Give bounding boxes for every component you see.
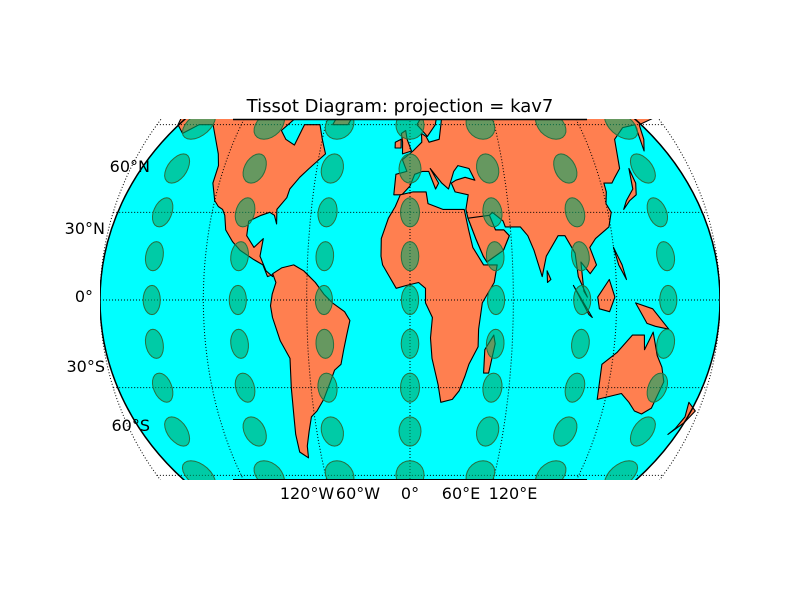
tissot-ellipse xyxy=(228,284,247,316)
tissot-ellipse xyxy=(659,284,678,316)
tissot-ellipse xyxy=(571,241,590,272)
tissot-ellipse xyxy=(320,416,344,447)
tissot-ellipse xyxy=(604,460,639,480)
tissot-ellipse xyxy=(646,197,669,228)
tissot-ellipse xyxy=(629,153,656,184)
tissot-ellipse xyxy=(142,284,161,316)
tissot-ellipse xyxy=(400,241,420,272)
tissot-ellipse xyxy=(399,372,421,403)
tissot-ellipse xyxy=(151,197,174,228)
tissot-ellipse xyxy=(553,416,578,447)
tissot-ellipse xyxy=(164,153,191,184)
land-philippines xyxy=(612,246,628,281)
land-baffin xyxy=(300,90,328,116)
lat-label-30s: 30°S xyxy=(66,357,105,376)
tissot-ellipse xyxy=(144,328,164,359)
lat-label-30n: 30°N xyxy=(64,219,105,238)
tissot-ellipse xyxy=(476,153,500,184)
lat-label-60n: 60°N xyxy=(109,157,150,176)
lon-label-0: 0° xyxy=(400,484,420,503)
land-arctic-islands xyxy=(257,66,322,95)
tissot-ellipse xyxy=(164,416,191,447)
tissot-ellipse xyxy=(535,119,567,140)
tissot-indicatrices xyxy=(142,119,678,480)
tissot-ellipse xyxy=(324,119,355,140)
tissot-ellipse xyxy=(553,153,578,184)
tissot-ellipse xyxy=(315,328,335,359)
tissot-ellipse xyxy=(465,119,496,140)
tissot-ellipse xyxy=(573,284,592,316)
tissot-ellipse xyxy=(234,197,256,228)
tissot-ellipse xyxy=(482,197,503,228)
meridian-line xyxy=(100,119,162,480)
tissot-ellipse xyxy=(465,460,496,480)
tissot-ellipse xyxy=(317,197,338,228)
tissot-ellipse xyxy=(656,328,676,359)
land-ireland xyxy=(394,138,402,149)
land-greenland xyxy=(332,119,352,126)
tissot-ellipse xyxy=(253,460,285,480)
tissot-ellipse xyxy=(144,241,164,272)
tissot-ellipse xyxy=(151,372,174,403)
tissot-ellipse xyxy=(324,460,355,480)
tissot-ellipse xyxy=(604,119,639,140)
tissot-ellipse xyxy=(400,328,420,359)
tissot-ellipse xyxy=(571,328,590,359)
land-north-america xyxy=(177,119,327,278)
tissot-ellipse xyxy=(486,284,506,316)
tissot-ellipse xyxy=(181,460,216,480)
lon-label-60w: 60°W xyxy=(335,484,381,503)
lat-label-60s: 60°S xyxy=(111,416,150,435)
tissot-ellipse xyxy=(482,372,503,403)
tissot-ellipse xyxy=(253,119,285,140)
land-sri-lanka xyxy=(546,270,552,284)
tissot-ellipse xyxy=(314,284,334,316)
tissot-ellipse xyxy=(230,328,249,359)
tissot-ellipse xyxy=(181,119,216,140)
meridian-line xyxy=(575,119,618,480)
tissot-ellipse xyxy=(395,119,425,140)
meridian-line xyxy=(202,119,245,480)
land-new-zealand xyxy=(667,401,696,435)
tissot-ellipse xyxy=(485,328,505,359)
tissot-ellipse xyxy=(476,416,500,447)
tissot-ellipse xyxy=(656,241,676,272)
tissot-ellipse xyxy=(535,460,567,480)
tissot-ellipse xyxy=(564,372,586,403)
tissot-ellipse xyxy=(395,460,425,480)
tissot-ellipse xyxy=(398,153,422,184)
land-japan xyxy=(623,167,637,210)
lon-label-120e: 120°E xyxy=(488,484,538,503)
tissot-ellipse xyxy=(629,416,656,447)
tissot-ellipse xyxy=(230,241,249,272)
lon-label-60e: 60°E xyxy=(441,484,481,503)
tissot-ellipse xyxy=(315,241,335,272)
tissot-ellipse xyxy=(242,153,267,184)
land-new-guinea xyxy=(635,302,670,330)
tissot-ellipse xyxy=(242,416,267,447)
tissot-ellipse xyxy=(317,372,338,403)
tissot-ellipse xyxy=(400,284,420,316)
land-iceland xyxy=(377,107,391,113)
tissot-ellipse xyxy=(320,153,344,184)
lat-label-0: 0° xyxy=(74,287,93,306)
tissot-ellipse xyxy=(234,372,256,403)
lon-label-120w: 120°W xyxy=(279,484,335,503)
tissot-ellipse xyxy=(398,416,422,447)
tissot-ellipse xyxy=(564,197,586,228)
meridian-line xyxy=(658,119,720,480)
tissot-ellipse xyxy=(485,241,505,272)
land-borneo xyxy=(597,278,616,313)
tissot-ellipse xyxy=(399,197,421,228)
tissot-ellipse xyxy=(646,372,669,403)
map-title: Tissot Diagram: projection = kav7 xyxy=(246,96,554,117)
